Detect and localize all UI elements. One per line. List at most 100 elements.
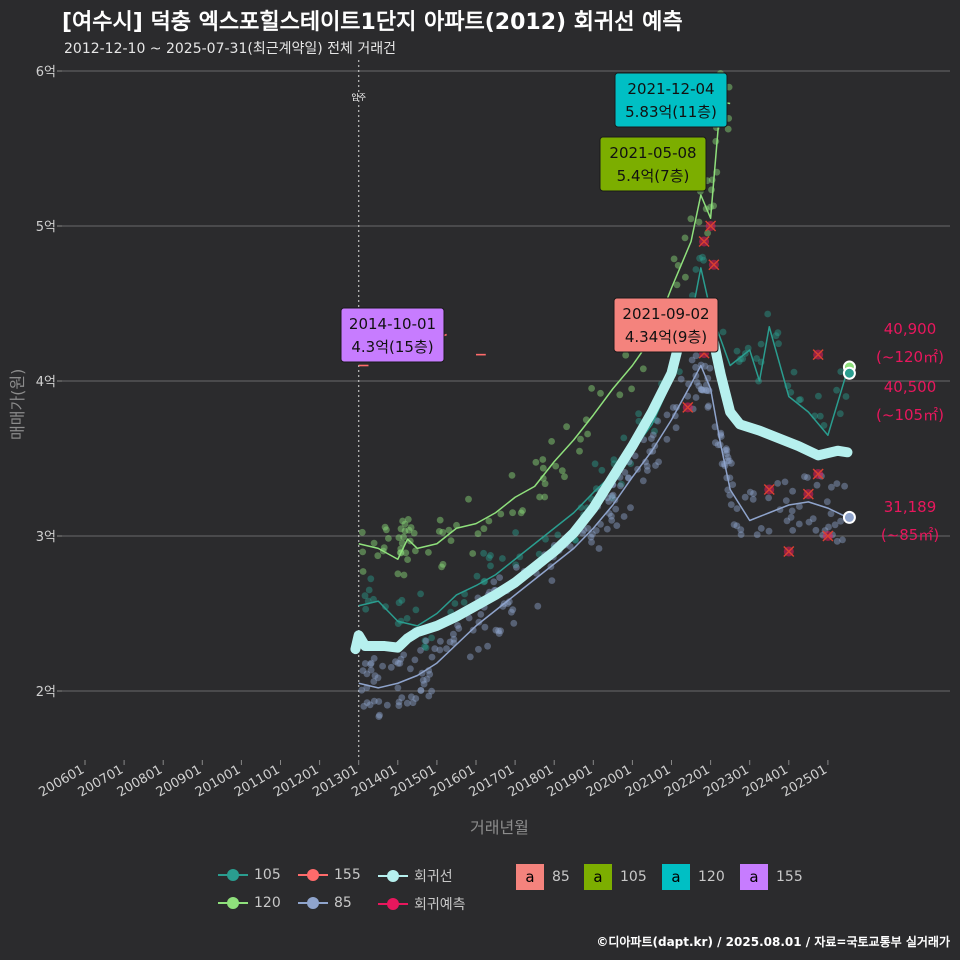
transaction-point-85 (490, 578, 498, 586)
transaction-point-85 (443, 645, 450, 652)
transaction-point-85 (646, 448, 654, 455)
transaction-point-85 (712, 439, 719, 447)
legend-item-155: 155 (298, 866, 361, 884)
legend-label-forecast: 회귀예측 (414, 897, 466, 913)
transaction-point-120 (588, 385, 595, 392)
transaction-point-85 (783, 517, 791, 525)
transaction-point-120 (639, 365, 647, 373)
transaction-point-105 (460, 599, 468, 606)
transaction-point-120 (480, 525, 488, 533)
transaction-point-120 (381, 523, 389, 531)
y-tick-label: 4억 (36, 375, 56, 390)
legend-box-label-155: 155 (776, 869, 803, 885)
transaction-point-120 (404, 556, 411, 563)
transaction-point-85 (588, 538, 595, 546)
legend-box-155: a 155 (740, 864, 803, 890)
source-credit: ©디아파트(dapt.kr) / 2025.08.01 / 자료=국토교통부 실… (596, 935, 950, 949)
transaction-point-85 (688, 356, 696, 364)
transaction-point-105 (757, 340, 765, 348)
forecast-cross (822, 530, 834, 542)
forecast-value-label: 31,189 (884, 498, 937, 516)
latest-point (842, 366, 856, 380)
transaction-point-120 (385, 535, 392, 542)
transaction-point-120 (404, 516, 412, 523)
transaction-point-85 (383, 701, 391, 709)
transaction-point-105 (428, 634, 435, 642)
transaction-point-120 (682, 273, 689, 281)
transaction-point-85 (723, 450, 730, 458)
transaction-point-85 (367, 666, 375, 674)
transaction-point-85 (466, 653, 474, 661)
transaction-point-85 (723, 447, 731, 454)
transaction-point-120 (687, 215, 695, 223)
transaction-point-120 (704, 229, 711, 237)
transaction-point-85 (608, 512, 615, 520)
forecast-cross (812, 349, 824, 361)
forecast-marks (682, 220, 856, 558)
legend-item-120: 120 (218, 894, 281, 912)
transaction-point-120 (400, 533, 407, 541)
transaction-point-120 (445, 526, 453, 534)
transaction-point-85 (497, 627, 504, 635)
transaction-point-85 (450, 635, 458, 643)
transaction-point-120 (405, 526, 413, 534)
transaction-point-85 (730, 521, 738, 528)
transaction-point-85 (746, 488, 754, 496)
transaction-point-120 (485, 517, 493, 525)
transaction-point-85 (649, 431, 657, 439)
transaction-point-120 (497, 510, 505, 518)
transaction-point-120 (597, 389, 604, 397)
transaction-point-105 (554, 531, 562, 539)
transaction-point-105 (487, 562, 494, 570)
legend-box-label-120: 120 (698, 869, 725, 885)
transaction-point-85 (495, 627, 502, 635)
transaction-point-85 (431, 645, 439, 653)
transaction-point-105 (412, 606, 420, 614)
transaction-point-85 (706, 364, 714, 372)
transaction-point-85 (495, 630, 503, 637)
transaction-point-105 (403, 615, 411, 622)
legend-item-regression: 회귀선 (378, 866, 453, 886)
transaction-point-105 (598, 466, 606, 474)
peak-callouts: 2021-12-04 5.83억(11층) 2021-05-08 5.4억(7층) 20… (340, 72, 944, 544)
transaction-point-105 (422, 644, 430, 652)
transaction-point-105 (820, 422, 828, 429)
transaction-point-105 (627, 460, 634, 467)
transaction-point-120 (412, 547, 419, 555)
callout-date: 2014-10-01 (349, 315, 436, 333)
transaction-point-105 (620, 434, 628, 442)
transaction-point-120 (469, 550, 477, 557)
transaction-point-85 (721, 447, 729, 454)
transaction-point-85 (595, 545, 603, 552)
transaction-point-85 (765, 494, 772, 502)
transaction-point-105 (618, 480, 625, 488)
transaction-point-85 (437, 637, 444, 645)
transaction-point-85 (620, 513, 628, 520)
transaction-point-85 (475, 645, 482, 653)
transaction-point-85 (617, 482, 624, 490)
transaction-point-85 (534, 602, 542, 610)
regression-line-path (350, 301, 853, 655)
transaction-point-85 (703, 387, 711, 394)
transaction-point-105 (699, 253, 706, 261)
forecast-cross (783, 545, 795, 558)
transaction-point-105 (797, 396, 804, 403)
transaction-point-105 (764, 310, 772, 318)
transaction-point-85 (809, 515, 817, 523)
transaction-point-85 (566, 543, 574, 550)
transaction-point-105 (833, 386, 840, 394)
transaction-point-85 (592, 527, 600, 534)
transaction-point-85 (642, 458, 649, 466)
transaction-point-85 (589, 530, 596, 538)
transaction-point-105 (608, 494, 616, 502)
transaction-point-120 (474, 530, 482, 538)
transaction-point-85 (446, 638, 454, 646)
forecast-area-label: (~85㎡) (881, 526, 939, 544)
transaction-point-120 (383, 526, 390, 534)
transaction-point-120 (439, 528, 447, 536)
transaction-point-105 (635, 410, 642, 418)
transaction-point-85 (801, 473, 808, 480)
transaction-point-120 (622, 351, 630, 359)
transaction-point-85 (697, 385, 705, 393)
transaction-point-85 (496, 574, 503, 581)
